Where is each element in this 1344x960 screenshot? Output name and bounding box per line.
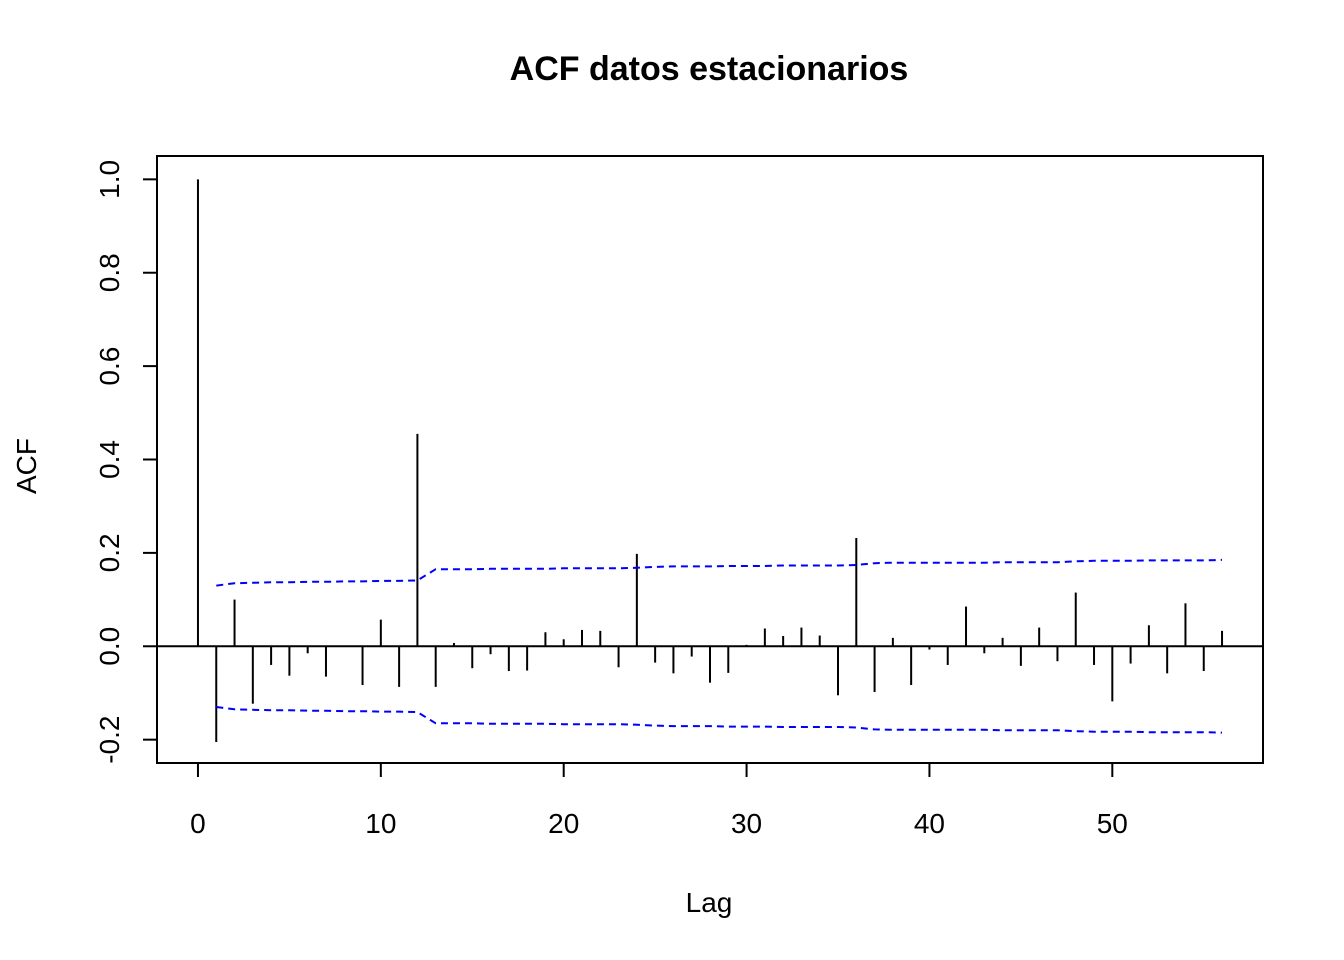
x-tick-label: 20 bbox=[548, 808, 579, 839]
ci-lower-line bbox=[216, 706, 1223, 734]
x-axis-label: Lag bbox=[686, 887, 733, 918]
x-tick-label: 0 bbox=[190, 808, 206, 839]
y-tick-label: 0.8 bbox=[94, 253, 125, 292]
plot-area: 0 10 20 30 40 50 -0.2 0.0 0.2 0.4 0.6 0.8 1.0 bbox=[94, 155, 1264, 839]
y-tick-label: 1.0 bbox=[94, 160, 125, 199]
x-tick-label: 40 bbox=[914, 808, 945, 839]
y-tick-label: 0.6 bbox=[94, 347, 125, 386]
x-tick-label: 30 bbox=[731, 808, 762, 839]
y-axis-label: ACF bbox=[11, 438, 42, 494]
x-tick-label: 50 bbox=[1097, 808, 1128, 839]
y-tick-label: -0.2 bbox=[94, 716, 125, 764]
x-tick-label: 10 bbox=[365, 808, 396, 839]
y-tick-label: 0.4 bbox=[94, 440, 125, 479]
y-tick-label: 0.2 bbox=[94, 533, 125, 572]
chart-title: ACF datos estacionarios bbox=[510, 50, 909, 88]
y-tick-label: 0.0 bbox=[94, 627, 125, 666]
ci-upper-line bbox=[216, 558, 1223, 587]
